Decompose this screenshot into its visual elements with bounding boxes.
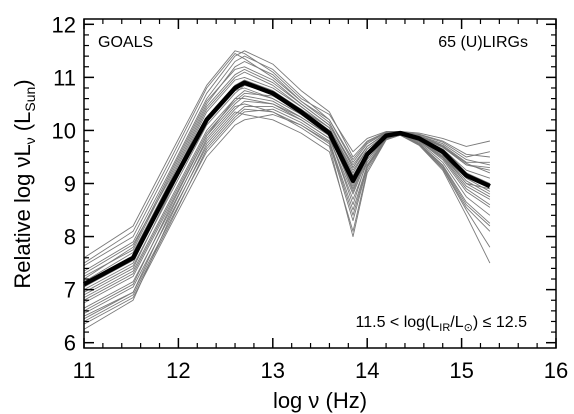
y-axis-label-sub-sun: Sun	[22, 87, 38, 112]
galaxy-sed-line-10	[83, 100, 491, 309]
median-layer	[82, 80, 491, 287]
y-tick-label: 7	[64, 278, 76, 303]
series-layer	[83, 50, 491, 330]
x-axis-label: log ν (Hz)	[273, 388, 367, 413]
y-tick-label: 6	[64, 331, 76, 356]
y-tick-label: 9	[64, 172, 76, 197]
x-tick-label: 15	[449, 358, 473, 383]
galaxy-sed-line-2	[83, 50, 490, 267]
galaxy-sed-line-7	[83, 84, 491, 293]
annotation-lum-mid: /L	[450, 314, 463, 331]
x-tick-label: 16	[544, 358, 568, 383]
annotation-lum-pre: 11.5 < log(L	[356, 314, 440, 331]
annotation-lum-sub-ir: IR	[439, 322, 450, 334]
galaxy-sed-line-6	[83, 79, 491, 288]
galaxy-sed-line-21	[83, 98, 491, 312]
y-axis-label-main: Relative log νL	[10, 144, 35, 288]
y-axis-label: Relative log νLν (LSun)	[10, 79, 38, 288]
y-axis-label-close: )	[10, 79, 35, 86]
tick-layer: 11 12 13 14 15 16 6 7 8 9 10 11 12	[52, 12, 569, 383]
annotation-luminosity-range: 11.5 < log(LIR/L⊙) ≤ 12.5	[356, 314, 528, 334]
galaxy-sed-line-23	[83, 108, 491, 322]
y-tick-label: 10	[52, 118, 76, 143]
galaxy-sed-line-19	[83, 68, 491, 275]
annotation-lum-post: ) ≤ 12.5	[473, 314, 527, 331]
galaxy-sed-line-3	[83, 50, 491, 259]
annotation-lum-sub-sun: ⊙	[464, 322, 473, 334]
x-tick-label: 13	[261, 358, 285, 383]
x-tick-label: 14	[355, 358, 379, 383]
x-tick-label: 11	[73, 358, 96, 383]
y-tick-label: 11	[53, 65, 76, 90]
galaxy-sed-line-14	[83, 103, 491, 317]
annotation-goals: GOALS	[98, 34, 153, 51]
galaxy-sed-line-18	[83, 66, 490, 280]
y-axis-label-open: (L	[10, 112, 35, 138]
median-sed-line	[82, 80, 491, 287]
annotation-sample: 65 (U)LIRGs	[438, 34, 528, 51]
galaxy-sed-line-22	[83, 53, 490, 264]
y-tick-label: 12	[52, 12, 76, 37]
y-axis-label-sub-nu: ν	[22, 137, 38, 144]
galaxy-sed-line-13	[83, 114, 491, 325]
galaxy-sed-line-15	[83, 111, 491, 330]
y-tick-label: 8	[64, 225, 76, 250]
x-tick-label: 12	[166, 358, 190, 383]
